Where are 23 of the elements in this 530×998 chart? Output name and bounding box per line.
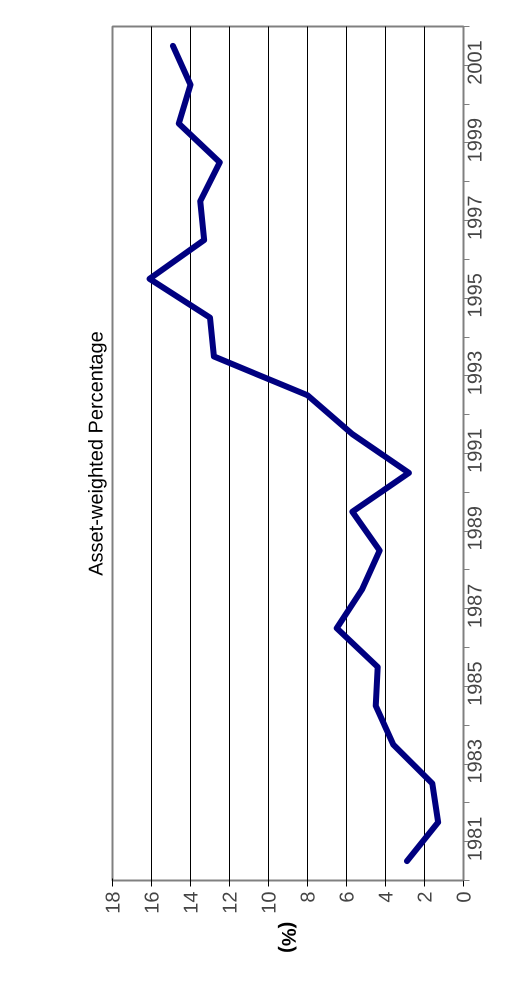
y-tick-label: 2001 [464, 40, 486, 85]
x-tick-label: 2 [414, 892, 436, 903]
y-tick-label: 1993 [464, 350, 486, 396]
x-tick-label: 0 [454, 892, 476, 903]
y-tick-label: 1985 [464, 661, 486, 706]
y-tick-label: 1991 [464, 428, 486, 473]
y-tick-label: 1987 [464, 584, 486, 628]
x-tick-label: 6 [336, 892, 358, 903]
y-tick-label: 1997 [464, 196, 486, 240]
x-tick-label: 10 [258, 891, 280, 914]
x-tick-label: 8 [298, 892, 320, 903]
text: Asset-weighted Percentage [86, 331, 108, 576]
x-tick-label: 16 [142, 891, 164, 914]
y-tick-label: 1999 [464, 118, 486, 162]
y-tick-label: 1989 [464, 506, 486, 551]
y-tick-label: 1995 [464, 273, 486, 318]
x-tick-label: 12 [220, 891, 242, 914]
x-tick-label: 18 [102, 891, 124, 914]
y-tick-label: 1983 [464, 738, 486, 784]
x-tick-label: 14 [180, 891, 202, 914]
x-tick-label: 4 [376, 892, 398, 903]
y-tick-label: 1981 [464, 816, 486, 862]
y-axis-title: (%) [277, 922, 299, 953]
